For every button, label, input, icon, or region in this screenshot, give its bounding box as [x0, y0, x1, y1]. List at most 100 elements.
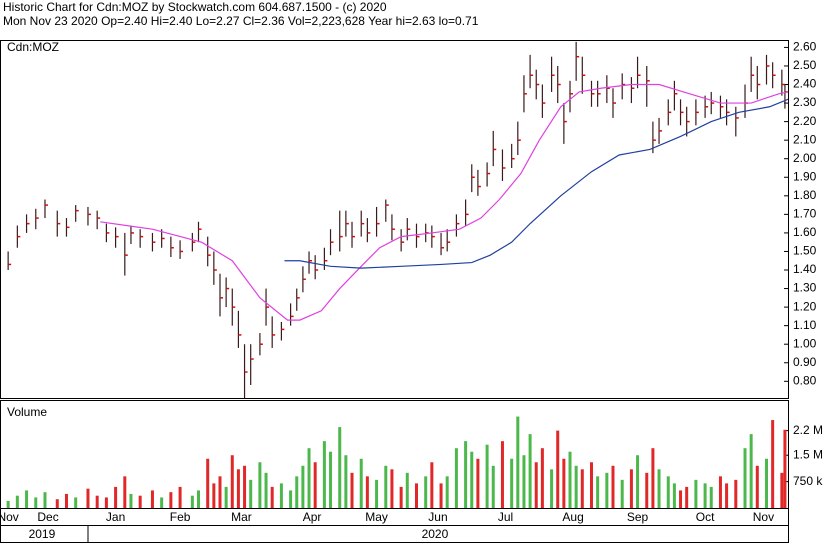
price-panel-label: Cdn:MOZ — [7, 40, 59, 54]
volume-bar — [236, 469, 240, 508]
volume-bar — [6, 500, 10, 508]
volume-bar — [666, 476, 670, 508]
volume-bar — [365, 476, 369, 508]
y-tick-label: 2.10 — [793, 132, 817, 146]
x-tick-label: Jun — [428, 510, 447, 524]
volume-bar — [568, 451, 572, 508]
y-tick-label: 1.60 — [793, 225, 817, 239]
volume-bar — [150, 490, 154, 508]
volume-bar — [485, 444, 489, 508]
volume-bar — [197, 490, 200, 508]
volume-bar — [765, 458, 769, 508]
volume-bar — [685, 486, 689, 508]
volume-bar — [470, 451, 474, 508]
volume-bar — [190, 495, 194, 508]
volume-bar — [270, 486, 274, 508]
volume-bar — [129, 493, 133, 508]
volume-bar — [359, 458, 363, 508]
volume-bar — [313, 462, 317, 508]
y-tick-label: 2.00 — [793, 151, 817, 165]
x-tick-label: Dec — [37, 510, 58, 524]
y-tick-label: 1.10 — [793, 318, 817, 332]
volume-bar — [718, 476, 722, 508]
volume-bar — [295, 476, 299, 508]
volume-bar — [344, 455, 348, 508]
volume-bar — [123, 476, 127, 508]
y-tick-label: 1.90 — [793, 169, 817, 183]
y-tick-label: 2.40 — [793, 77, 817, 91]
volume-bar — [424, 476, 428, 508]
moving-average — [100, 83, 789, 321]
x-tick-label: Feb — [170, 510, 191, 524]
volume-bar — [476, 458, 480, 508]
volume-bar — [114, 486, 118, 508]
x-tick-label: Nov — [0, 510, 19, 524]
y-tick-label: 2.20 — [793, 114, 817, 128]
volume-bar — [55, 499, 59, 508]
volume-bar — [279, 483, 283, 508]
volume-bar — [95, 495, 99, 508]
volume-bar — [405, 472, 409, 508]
volume-bar — [540, 448, 544, 508]
y-tick-label: 0.80 — [793, 373, 817, 387]
volume-bar — [206, 458, 210, 508]
volume-bar — [516, 416, 520, 508]
volume-bar — [399, 486, 403, 508]
y-tick-label: 1.70 — [793, 207, 817, 221]
x-tick-label: Jan — [106, 510, 125, 524]
volume-bar — [212, 483, 216, 508]
volume-bar — [384, 465, 388, 508]
volume-bar — [645, 472, 649, 508]
volume-bar — [104, 497, 108, 508]
header-title: Historic Chart for Cdn:MOZ by Stockwatch… — [3, 0, 387, 14]
volume-bar — [301, 465, 305, 508]
volume-bar — [590, 462, 593, 508]
volume-bar — [390, 469, 394, 508]
volume-bar — [556, 430, 560, 508]
volume-bar — [375, 479, 379, 508]
volume-bar — [636, 455, 640, 508]
volume-bar — [258, 462, 262, 508]
volume-bar — [528, 434, 532, 508]
volume-bar — [350, 472, 354, 508]
x-tick-label: May — [365, 510, 388, 524]
volume-bar — [34, 497, 38, 508]
volume-bar — [620, 479, 624, 508]
y-tick-label: 2.2 M — [793, 423, 823, 437]
y-tick-label: 2.30 — [793, 95, 817, 109]
y-tick-label: 1.20 — [793, 299, 817, 313]
x-tick-label: Nov — [753, 510, 774, 524]
y-tick-label: 1.00 — [793, 336, 817, 350]
volume-bar — [414, 483, 418, 508]
x-tick-label: Aug — [562, 510, 583, 524]
volume-bar — [439, 483, 443, 508]
volume-bar — [574, 465, 578, 508]
volume-bar — [307, 448, 311, 508]
volume-bar — [534, 462, 538, 508]
volume-bar — [522, 455, 526, 508]
price-panel — [0, 40, 789, 399]
volume-bar — [749, 434, 753, 508]
volume-bar — [243, 465, 247, 508]
y-tick-label: 1.80 — [793, 188, 817, 202]
volume-bar — [491, 465, 495, 508]
volume-bar — [430, 462, 434, 508]
volume-bar — [138, 495, 142, 508]
volume-bar — [672, 483, 676, 508]
volume-bar — [64, 493, 68, 508]
volume-bar — [218, 476, 222, 508]
x-tick-label: Oct — [696, 510, 715, 524]
volume-bar — [755, 465, 759, 508]
y-tick-label: 0.90 — [793, 355, 817, 369]
volume-bar — [464, 441, 468, 508]
y-tick-label: 1.30 — [793, 281, 817, 295]
volume-bar — [703, 483, 707, 508]
year-label: 2020 — [422, 527, 449, 541]
volume-bar — [694, 479, 698, 508]
y-tick-label: 750 k — [793, 474, 823, 488]
volume-bar — [454, 448, 458, 508]
volume-bar — [679, 490, 683, 508]
volume-bar — [629, 469, 633, 508]
volume-bar — [510, 458, 514, 508]
